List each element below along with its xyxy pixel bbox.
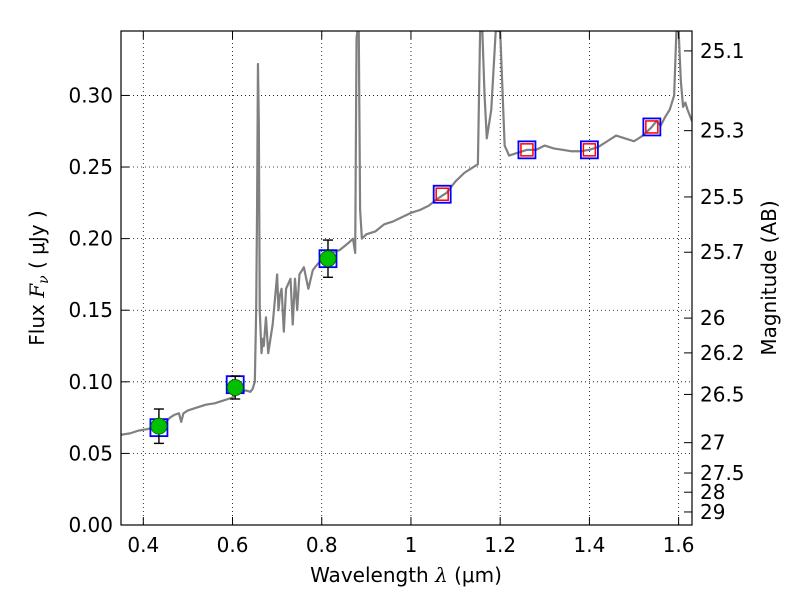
magnitude-tick-label: 27.5 [700, 461, 745, 485]
x-tick-label: 1.6 [663, 533, 695, 557]
nir-photometry-square [435, 187, 449, 201]
x-tick-label: 1 [405, 533, 418, 557]
model-photometry-square [517, 140, 537, 160]
magnitude-tick-label: 25.1 [700, 39, 745, 63]
optical-photometry-point [226, 379, 244, 396]
plot-area [121, 31, 692, 445]
magnitude-tick-label: 25.7 [700, 240, 745, 264]
x-axis-label-symbol: λ [434, 563, 448, 587]
model-photometry-square [432, 184, 452, 204]
magnitude-tick-label: 28 [700, 480, 725, 504]
y-tick-label: 0.30 [68, 83, 113, 107]
y-axis-ticks: 0.00 0.05 0.10 0.15 0.20 0.25 0.30 [68, 83, 129, 537]
x-tick-label: 0.4 [127, 533, 159, 557]
model-photometry-square [642, 117, 662, 137]
model-photometry-square [579, 140, 599, 160]
optical-photometry-point [150, 417, 168, 435]
optical-photometry-markers [150, 239, 337, 445]
y-axis-label-suffix: ( μJy ) [25, 210, 49, 275]
magnitude-tick-label: 26 [700, 306, 725, 330]
x-axis-label-prefix: Wavelength [310, 563, 435, 587]
x-axis-label-suffix: (μm) [448, 563, 502, 587]
magnitude-axis-label: Magnitude (AB) [757, 200, 781, 355]
plot-frame [120, 30, 693, 526]
nir-photometry-square [582, 143, 597, 157]
y-tick-label: 0.25 [68, 155, 113, 179]
magnitude-tick-label: 29 [700, 500, 725, 524]
grid-lines [121, 31, 692, 526]
y-axis-label-symbol: F [25, 283, 49, 299]
x-tick-label: 0.8 [306, 533, 338, 557]
x-axis-ticks: 0.4 0.6 0.8 1 1.2 1.4 1.6 [127, 31, 695, 557]
magnitude-tick-label: 26.2 [700, 341, 745, 365]
magnitude-tick-label: 25.3 [700, 119, 745, 143]
nir-photometry-markers [435, 120, 659, 201]
y-axis-label-prefix: Flux [25, 298, 49, 346]
magnitude-tick-label: 26.5 [700, 382, 745, 406]
x-tick-label: 0.6 [217, 533, 249, 557]
model-spectrum-line [121, 31, 692, 436]
y-tick-label: 0.20 [68, 227, 113, 251]
y-axis-label: Flux Fν ( μJy ) [25, 210, 52, 345]
x-tick-label: 1.2 [484, 533, 516, 557]
y-tick-label: 0.00 [68, 513, 113, 537]
x-tick-label: 1.4 [573, 533, 605, 557]
magnitude-tick-label: 27 [700, 431, 725, 455]
optical-photometry-point [319, 250, 337, 268]
y-tick-label: 0.15 [68, 298, 113, 322]
y-tick-label: 0.05 [68, 441, 113, 465]
x-axis-label: Wavelength λ (μm) [310, 563, 502, 587]
y-axis-label-subscript: ν [36, 275, 52, 284]
nir-photometry-square [645, 120, 659, 134]
magnitude-tick-label: 25.5 [700, 185, 745, 209]
nir-photometry-square [520, 143, 534, 157]
y-tick-label: 0.10 [68, 370, 113, 394]
